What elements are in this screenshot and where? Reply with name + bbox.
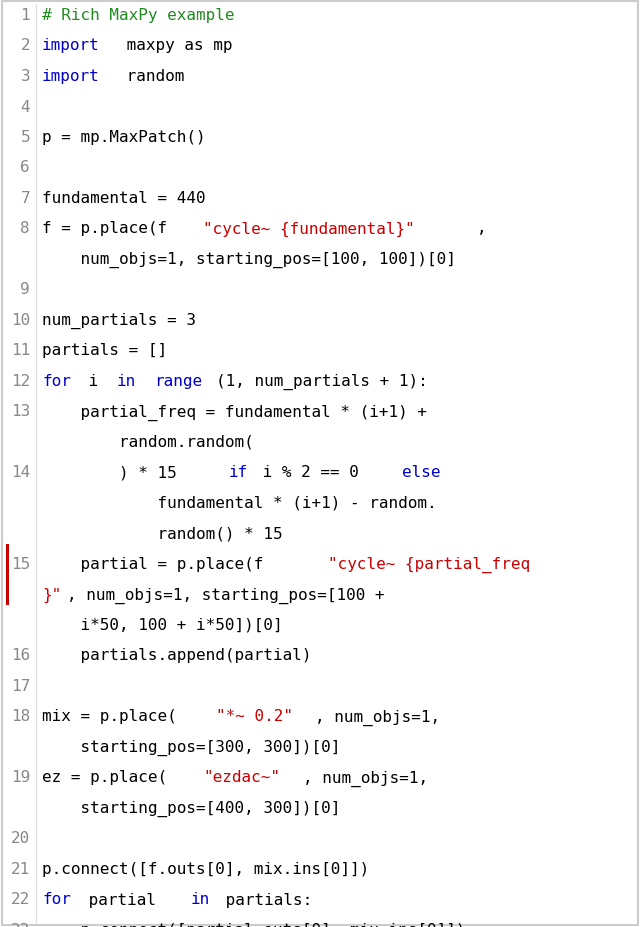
Text: partial = p.place(f: partial = p.place(f: [42, 556, 264, 571]
Text: 2: 2: [20, 38, 30, 54]
Text: p.connect([f.outs[0], mix.ins[0]]): p.connect([f.outs[0], mix.ins[0]]): [42, 861, 369, 876]
Text: partials:: partials:: [216, 892, 312, 907]
Text: 22: 22: [11, 892, 30, 907]
Text: in: in: [191, 892, 211, 907]
Text: 5: 5: [20, 130, 30, 145]
Text: 3: 3: [20, 69, 30, 84]
Text: mix = p.place(: mix = p.place(: [42, 709, 177, 724]
Text: partials.append(partial): partials.append(partial): [42, 648, 312, 663]
Text: maxpy as mp: maxpy as mp: [116, 38, 232, 54]
Text: 11: 11: [11, 343, 30, 358]
Text: 4: 4: [20, 99, 30, 114]
Text: partials = []: partials = []: [42, 343, 167, 358]
Text: ez = p.place(: ez = p.place(: [42, 769, 167, 784]
Text: random() * 15: random() * 15: [42, 526, 283, 541]
Text: , num_objs=1, starting_pos=[100 +: , num_objs=1, starting_pos=[100 +: [67, 587, 385, 603]
Text: num_partials = 3: num_partials = 3: [42, 312, 196, 329]
Text: import: import: [42, 69, 100, 84]
Text: , num_objs=1,: , num_objs=1,: [316, 709, 440, 725]
Text: for: for: [42, 374, 71, 388]
Text: starting_pos=[300, 300])[0]: starting_pos=[300, 300])[0]: [42, 739, 340, 756]
Text: p = mp.MaxPatch(): p = mp.MaxPatch(): [42, 130, 205, 145]
Text: else: else: [402, 465, 441, 480]
Text: starting_pos=[400, 300])[0]: starting_pos=[400, 300])[0]: [42, 800, 340, 817]
Text: 15: 15: [11, 556, 30, 571]
Text: 19: 19: [11, 769, 30, 784]
Text: partial: partial: [79, 892, 166, 907]
Text: if: if: [228, 465, 248, 480]
Text: 20: 20: [11, 831, 30, 845]
Text: 9: 9: [20, 282, 30, 298]
Text: "cycle~ {fundamental}": "cycle~ {fundamental}": [204, 222, 415, 236]
Text: range: range: [154, 374, 202, 388]
Text: num_objs=1, starting_pos=[100, 100])[0]: num_objs=1, starting_pos=[100, 100])[0]: [42, 252, 456, 268]
Text: p.connect([partial.outs[0], mix.ins[0]]): p.connect([partial.outs[0], mix.ins[0]]): [42, 922, 465, 927]
Text: random: random: [116, 69, 184, 84]
Text: 21: 21: [11, 861, 30, 876]
Text: fundamental * (i+1) - random.: fundamental * (i+1) - random.: [42, 495, 436, 511]
Text: fundamental = 440: fundamental = 440: [42, 191, 205, 206]
Text: 8: 8: [20, 222, 30, 236]
Text: ,: ,: [477, 222, 486, 236]
Text: i % 2 == 0: i % 2 == 0: [253, 465, 369, 480]
Text: i*50, 100 + i*50])[0]: i*50, 100 + i*50])[0]: [42, 617, 283, 632]
Text: i: i: [79, 374, 108, 388]
Text: 18: 18: [11, 709, 30, 724]
Text: , num_objs=1,: , num_objs=1,: [303, 769, 428, 786]
Text: }": }": [42, 587, 61, 602]
Text: import: import: [42, 38, 100, 54]
Text: "*~ 0.2": "*~ 0.2": [216, 709, 293, 724]
Text: for: for: [42, 892, 71, 907]
Text: partial_freq = fundamental * (i+1) +: partial_freq = fundamental * (i+1) +: [42, 404, 427, 420]
Text: ) * 15: ) * 15: [42, 465, 186, 480]
Text: 17: 17: [11, 679, 30, 693]
Text: f = p.place(f: f = p.place(f: [42, 222, 167, 236]
Text: 12: 12: [11, 374, 30, 388]
Text: 16: 16: [11, 648, 30, 663]
Bar: [6, 545, 9, 605]
Text: 23: 23: [11, 922, 30, 927]
Text: 6: 6: [20, 160, 30, 175]
Text: 13: 13: [11, 404, 30, 419]
Text: 1: 1: [20, 8, 30, 23]
Text: in: in: [116, 374, 136, 388]
Text: 10: 10: [11, 312, 30, 327]
Text: (1, num_partials + 1):: (1, num_partials + 1):: [216, 374, 428, 389]
Text: 7: 7: [20, 191, 30, 206]
Text: random.random(: random.random(: [42, 435, 253, 450]
Text: "cycle~ {partial_freq: "cycle~ {partial_freq: [328, 556, 530, 573]
Text: "ezdac~": "ezdac~": [204, 769, 280, 784]
Text: # Rich MaxPy example: # Rich MaxPy example: [42, 8, 234, 23]
Text: 14: 14: [11, 465, 30, 480]
